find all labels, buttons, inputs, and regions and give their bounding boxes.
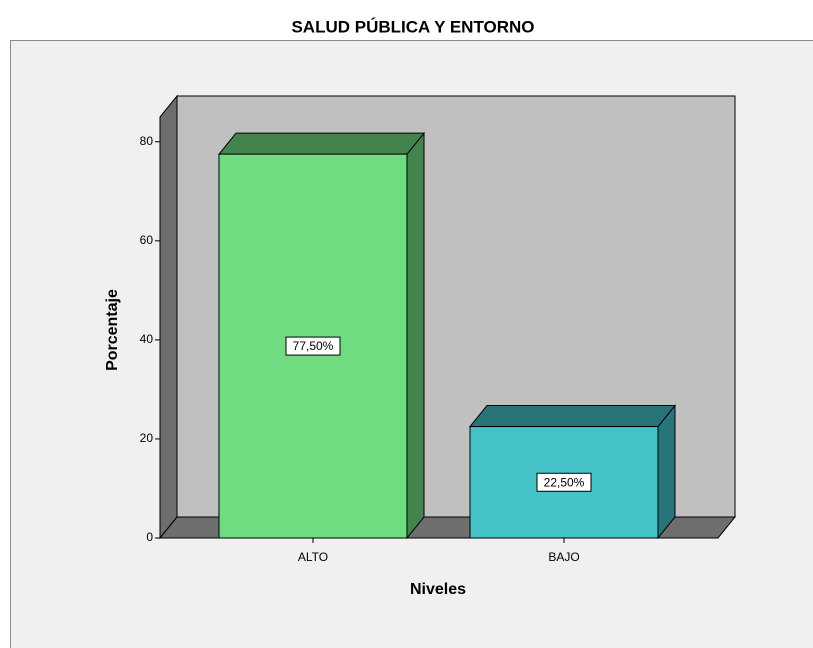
- value-label: 77,50%: [293, 339, 334, 353]
- y-tick-label: 80: [140, 134, 154, 148]
- y-axis-label: Porcentaje: [104, 289, 121, 371]
- x-axis-label: Niveles: [410, 581, 466, 598]
- x-tick-label: ALTO: [298, 550, 328, 564]
- value-label: 22,50%: [544, 475, 585, 489]
- bar-side: [657, 404, 676, 540]
- value-label-box: [536, 472, 592, 492]
- y-tick-label: 40: [140, 332, 154, 346]
- x-tick-label: BAJO: [548, 550, 579, 564]
- bar-top: [468, 405, 677, 428]
- y-tick-label: 20: [140, 431, 154, 445]
- bar-side: [406, 131, 425, 540]
- value-label-box: [285, 336, 341, 356]
- left-wall: [159, 94, 178, 540]
- chart-title: SALUD PÚBLICA Y ENTORNO: [291, 17, 534, 36]
- bar-top: [217, 132, 426, 155]
- y-tick-label: 60: [140, 233, 154, 247]
- y-tick-label: 0: [146, 530, 153, 544]
